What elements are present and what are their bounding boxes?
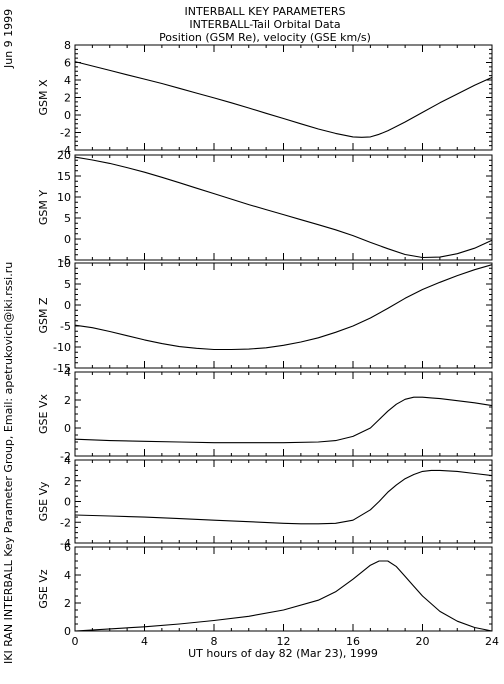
y-axis-label: GSM X — [37, 79, 50, 115]
y-tick-label: 0 — [64, 496, 71, 509]
x-tick-label: 24 — [485, 635, 499, 648]
y-tick-label: -4 — [60, 144, 71, 157]
y-tick-label: 4 — [64, 366, 71, 379]
y-axis-label: GSM Z — [37, 297, 50, 333]
y-tick-label: 2 — [64, 92, 71, 105]
y-tick-label: 0 — [64, 109, 71, 122]
y-tick-label: 15 — [57, 170, 71, 183]
panel-frame — [74, 44, 493, 151]
series-line — [74, 469, 493, 525]
panel-frame — [74, 262, 493, 369]
y-tick-label: 2 — [64, 394, 71, 407]
panel-1: -5 0 5 10 15 20 GSM Y — [37, 149, 493, 267]
y-tick-label: 4 — [64, 454, 71, 467]
y-tick-label: 4 — [64, 569, 71, 582]
series-line — [74, 61, 493, 138]
x-tick-label: 8 — [211, 635, 218, 648]
y-axis-label: GSE Vy — [37, 481, 50, 521]
y-axis-label: GSE Vz — [37, 569, 50, 608]
y-tick-label: 0 — [64, 422, 71, 435]
y-tick-label: -15 — [53, 362, 71, 375]
y-tick-label: 2 — [64, 475, 71, 488]
y-axis-label: GSM Y — [37, 190, 50, 225]
y-tick-label: 10 — [57, 257, 71, 270]
y-tick-label: 10 — [57, 191, 71, 204]
y-tick-label: 4 — [64, 74, 71, 87]
y-tick-label: 0 — [64, 625, 71, 638]
panel-2: -15 -10 -5 0 5 10 GSM Z — [37, 257, 493, 375]
y-tick-label: 5 — [64, 212, 71, 225]
date-stamp: Jun 9 1999 — [2, 9, 15, 69]
series-line — [74, 264, 493, 351]
panel-0: -4 -2 0 2 4 6 8 GSM X — [37, 39, 493, 157]
series-line — [74, 396, 493, 444]
title-line-3: Position (GSM Re), velocity (GSE km/s) — [159, 31, 371, 44]
x-tick-label: 4 — [141, 635, 148, 648]
y-tick-label: -2 — [60, 127, 71, 140]
x-tick-label: 20 — [416, 635, 430, 648]
y-tick-label: 5 — [64, 278, 71, 291]
title-line-1: INTERBALL KEY PARAMETERS — [185, 5, 346, 18]
series-line — [74, 560, 493, 632]
credit-text: IKI RAN INTERBALL Key Parameter Group, E… — [2, 262, 15, 664]
panel-frame — [74, 459, 493, 544]
x-tick-label: 12 — [277, 635, 291, 648]
y-tick-label: -4 — [60, 537, 71, 550]
panel-4: -4 -2 0 2 4 GSE Vy — [37, 454, 493, 550]
panel-3: -2 0 2 4 GSE Vx — [37, 366, 493, 463]
y-tick-label: 20 — [57, 149, 71, 162]
panel-frame — [74, 546, 493, 632]
y-tick-label: 6 — [64, 57, 71, 70]
y-tick-label: -2 — [60, 450, 71, 463]
y-tick-label: 0 — [64, 299, 71, 312]
y-tick-label: 6 — [64, 541, 71, 554]
series-line — [74, 156, 493, 259]
panel-5: 0 2 4 6 GSE Vz — [37, 541, 493, 638]
y-tick-label: -2 — [60, 516, 71, 529]
y-tick-label: 2 — [64, 597, 71, 610]
y-tick-label: -5 — [60, 254, 71, 267]
title-line-2: INTERBALL-Tail Orbital Data — [189, 18, 340, 31]
x-tick-label: 16 — [346, 635, 360, 648]
y-axis-label: GSE Vx — [37, 394, 50, 434]
y-tick-label: -10 — [53, 341, 71, 354]
y-tick-label: 8 — [64, 39, 71, 52]
x-tick-label: 0 — [72, 635, 79, 648]
y-tick-label: 0 — [64, 233, 71, 246]
y-tick-label: -5 — [60, 320, 71, 333]
panel-frame — [74, 371, 493, 457]
x-axis-label: UT hours of day 82 (Mar 23), 1999 — [188, 647, 378, 660]
